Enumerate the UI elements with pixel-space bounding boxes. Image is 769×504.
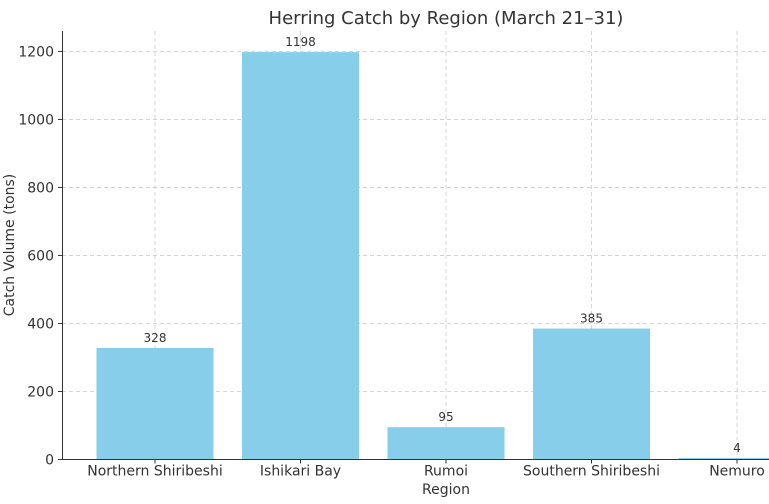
bar (242, 52, 359, 460)
bar-value-label: 1198 (285, 35, 316, 49)
y-axis-label: Catch Volume (tons) (2, 174, 18, 317)
y-tick-label: 800 (27, 180, 54, 196)
y-tick-label: 200 (27, 384, 54, 400)
bar-value-label: 95 (438, 410, 453, 424)
y-gridlines (62, 51, 769, 392)
x-tick-label: Northern Shiribeshi (87, 464, 222, 480)
bar-value-label: 4 (733, 441, 741, 455)
x-axis-ticks: Northern Shiribeshi Ishikari Bay Rumoi Sout… (87, 459, 765, 480)
bar-value-labels: 328 1198 95 385 4 (144, 35, 741, 455)
bars (96, 52, 769, 460)
x-tick-label: Nemuro (709, 464, 765, 480)
x-tick-label: Southern Shiribeshi (523, 464, 660, 480)
bar (96, 347, 214, 460)
x-tick-label: Ishikari Bay (260, 464, 341, 480)
bar (533, 328, 650, 460)
y-tick-label: 400 (27, 316, 54, 332)
y-axis-ticks: 0 200 400 600 800 1000 1200 (18, 44, 62, 469)
y-tick-label: 600 (27, 248, 54, 264)
y-tick-label: 1000 (18, 112, 54, 128)
x-axis-label: Region (422, 482, 470, 498)
y-tick-label: 1200 (18, 44, 54, 60)
bar (678, 458, 769, 460)
bar (387, 427, 505, 460)
bar-value-label: 328 (144, 331, 167, 345)
chart-title: Herring Catch by Region (March 21–31) (269, 8, 624, 29)
bar-value-label: 385 (580, 312, 603, 326)
y-tick-label: 0 (45, 453, 54, 469)
x-tick-label: Rumoi (424, 464, 468, 480)
